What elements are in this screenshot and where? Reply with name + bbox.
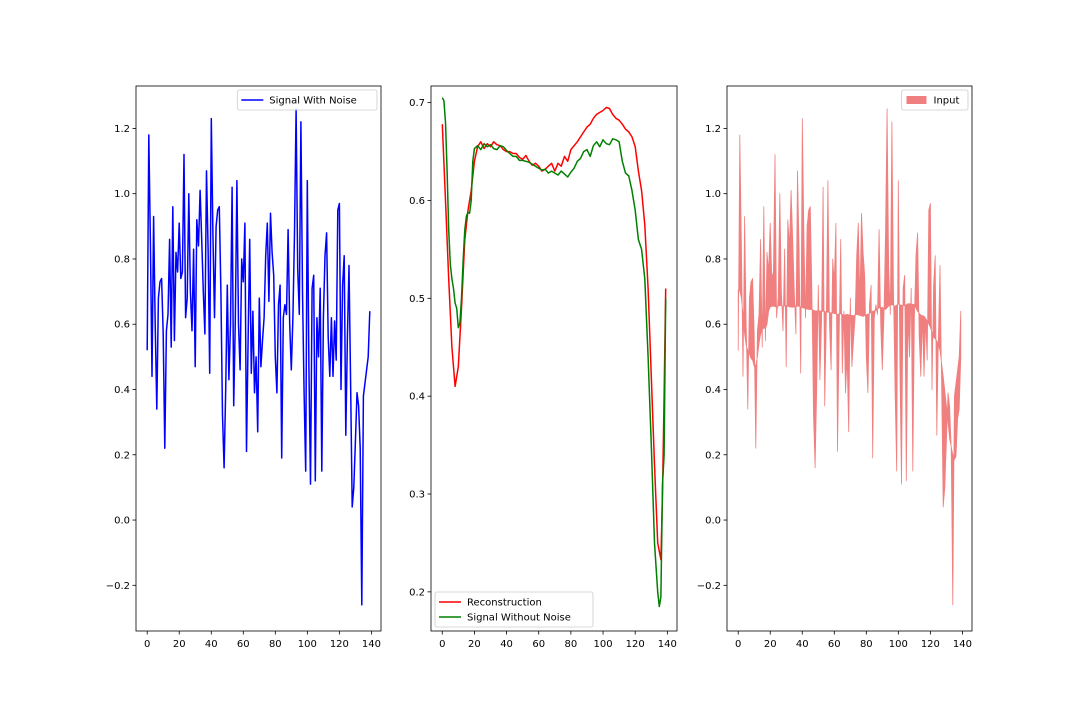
- y-tick-label: 1.2: [114, 124, 130, 135]
- legend: Reconstruction Signal Without Noise: [434, 591, 594, 628]
- plot-area: [146, 108, 371, 606]
- x-tick-label: 100: [889, 639, 908, 650]
- legend-label-input: Input: [934, 96, 960, 107]
- y-tick-label: −0.2: [697, 581, 721, 592]
- x-tick-label: 40: [796, 639, 809, 650]
- legend: Input: [901, 89, 969, 111]
- x-tick-label: 20: [468, 639, 481, 650]
- series-line-signal-without-noise: [441, 97, 667, 608]
- y-tick-label: 0.8: [705, 254, 721, 265]
- y-tick-label: 0.2: [409, 587, 425, 598]
- x-tick-label: 120: [330, 639, 349, 650]
- y-tick-label: 0.3: [409, 490, 425, 501]
- x-tick-label: 80: [565, 639, 578, 650]
- x-tick-label: 120: [626, 639, 645, 650]
- y-tick-label: 0.6: [409, 196, 425, 207]
- series-line-reconstruction: [441, 106, 667, 561]
- legend-box: [901, 89, 969, 111]
- y-tick-label: 0.6: [114, 320, 130, 331]
- subplot-reconstruction: 0 20 40 60 80 100 120 140 0.2 0.3 0.4 0.5 0.6 0.7 Re…: [409, 85, 678, 650]
- y-tick-label: 1.2: [705, 124, 721, 135]
- y-tick-label: 1.0: [114, 189, 130, 200]
- x-tick-label: 0: [144, 639, 150, 650]
- y-axis: −0.2 0.0 0.2 0.4 0.6 0.8 1.0 1.2: [106, 124, 136, 592]
- x-tick-label: 140: [362, 639, 381, 650]
- axes-frame: [726, 85, 973, 632]
- y-tick-label: 0.2: [114, 450, 130, 461]
- x-tick-label: 60: [532, 639, 545, 650]
- axes-frame: [135, 85, 382, 632]
- y-tick-label: −0.2: [106, 581, 130, 592]
- y-tick-label: 0.0: [114, 516, 130, 527]
- x-axis: 0 20 40 60 80 100 120 140: [439, 631, 677, 650]
- x-tick-label: 0: [735, 639, 741, 650]
- y-tick-label: 0.4: [705, 385, 721, 396]
- plot-area: [441, 97, 667, 608]
- x-tick-label: 100: [298, 639, 317, 650]
- legend: Signal With Noise: [236, 89, 378, 111]
- y-tick-label: 1.0: [705, 189, 721, 200]
- y-axis: 0.2 0.3 0.4 0.5 0.6 0.7: [409, 98, 431, 598]
- x-tick-label: 40: [500, 639, 513, 650]
- legend-label-signal-without-noise: Signal Without Noise: [467, 613, 571, 624]
- legend-box: [236, 89, 378, 111]
- y-tick-label: 0.0: [705, 516, 721, 527]
- subplot-signal-with-noise: 0 20 40 60 80 100 120 140 −0.2 0.0 0.2 0.4 0.6 0.8 1.…: [106, 85, 382, 650]
- series-line-signal-with-noise: [146, 108, 371, 606]
- y-tick-label: 0.4: [409, 392, 425, 403]
- y-tick-label: 0.6: [705, 320, 721, 331]
- y-axis: −0.2 0.0 0.2 0.4 0.6 0.8 1.0 1.2: [697, 124, 727, 592]
- series-area-input: [737, 108, 962, 606]
- x-tick-label: 60: [828, 639, 841, 650]
- x-tick-label: 20: [173, 639, 186, 650]
- x-tick-label: 40: [205, 639, 218, 650]
- x-tick-label: 60: [237, 639, 250, 650]
- plot-area: [737, 108, 962, 606]
- x-tick-label: 100: [593, 639, 612, 650]
- x-tick-label: 20: [764, 639, 777, 650]
- axes-frame: [430, 85, 678, 632]
- y-tick-label: 0.7: [409, 98, 425, 109]
- y-tick-label: 0.5: [409, 294, 425, 305]
- legend-label-reconstruction: Reconstruction: [467, 598, 542, 609]
- legend-label-signal-with-noise: Signal With Noise: [269, 96, 357, 107]
- y-tick-label: 0.2: [705, 450, 721, 461]
- subplot-input: 0 20 40 60 80 100 120 140 −0.2 0.0 0.2 0.4 0.6 0.8 1.…: [697, 85, 973, 650]
- x-tick-label: 80: [269, 639, 282, 650]
- x-axis: 0 20 40 60 80 100 120 140: [735, 631, 972, 650]
- y-tick-label: 0.4: [114, 385, 130, 396]
- x-tick-label: 120: [921, 639, 940, 650]
- x-tick-label: 80: [860, 639, 873, 650]
- x-tick-label: 0: [439, 639, 445, 650]
- x-axis: 0 20 40 60 80 100 120 140: [144, 631, 381, 650]
- legend-box: [434, 591, 594, 628]
- legend-swatch: [906, 96, 927, 104]
- x-tick-label: 140: [953, 639, 972, 650]
- x-tick-label: 140: [658, 639, 677, 650]
- y-tick-label: 0.8: [114, 254, 130, 265]
